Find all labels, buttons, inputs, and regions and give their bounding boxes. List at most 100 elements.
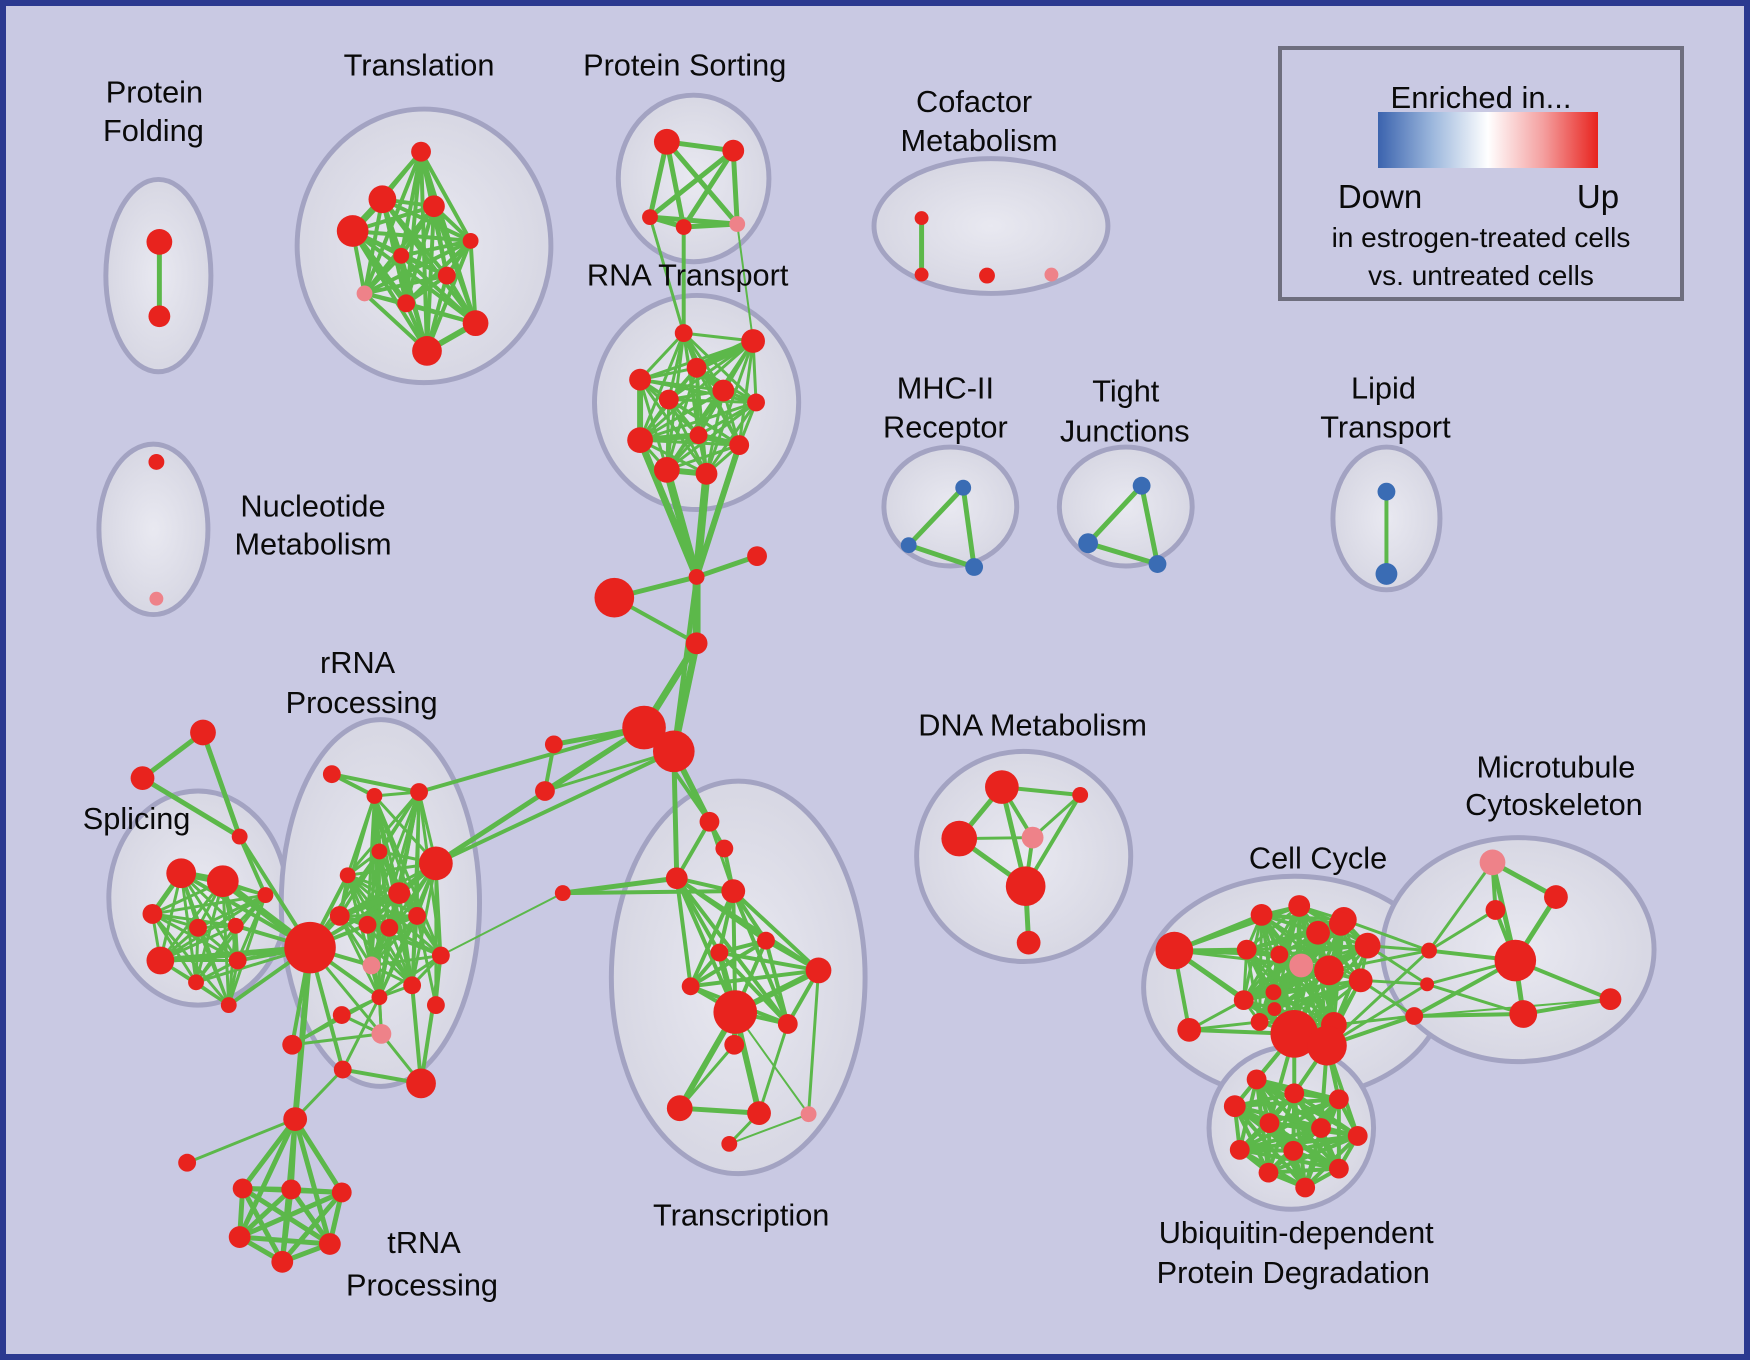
cluster-ellipse-nucleotide-metabolism bbox=[96, 441, 211, 618]
gene-set-node-TT4 bbox=[721, 879, 746, 904]
gene-set-node-PS4 bbox=[675, 219, 692, 235]
legend-down-label: Down bbox=[1337, 178, 1423, 215]
gene-set-node-TN1 bbox=[232, 1178, 253, 1199]
gene-set-node-CC13 bbox=[1265, 984, 1282, 1001]
cluster-label: Ubiquitin-dependent bbox=[1159, 1215, 1434, 1250]
gene-set-node-U7 bbox=[1347, 1126, 1368, 1146]
gene-set-node-X3 bbox=[1405, 1007, 1424, 1025]
edge bbox=[194, 879, 225, 984]
gene-set-node-S1 bbox=[166, 858, 197, 889]
gene-set-node-PS3 bbox=[642, 209, 658, 226]
gene-set-node-CC8 bbox=[1270, 945, 1289, 964]
gene-set-node-R15 bbox=[371, 989, 388, 1006]
legend-title: Enriched in... bbox=[1390, 80, 1572, 115]
edge bbox=[717, 950, 790, 1026]
edge bbox=[292, 1116, 333, 1247]
edge bbox=[140, 775, 243, 840]
gene-set-node-R21 bbox=[371, 1023, 392, 1044]
cluster-label: Folding bbox=[103, 113, 204, 148]
edge bbox=[730, 148, 740, 227]
edge bbox=[1427, 908, 1497, 953]
cluster-label: MHC-II bbox=[897, 371, 994, 406]
gene-set-node-S10 bbox=[220, 997, 237, 1014]
gene-set-node-H1 bbox=[622, 705, 666, 750]
gene-set-node-H2 bbox=[652, 730, 695, 773]
edge bbox=[807, 968, 820, 1116]
gene-set-node-R9 bbox=[358, 915, 377, 934]
gene-set-node-R19 bbox=[406, 1068, 436, 1099]
gene-set-node-CF4 bbox=[1044, 267, 1059, 282]
edge bbox=[1085, 540, 1160, 567]
gene-set-node-MH2 bbox=[900, 537, 917, 554]
gene-set-node-X1 bbox=[1421, 942, 1437, 959]
edge bbox=[292, 1116, 345, 1195]
gene-set-node-TT13 bbox=[800, 1106, 817, 1123]
gene-set-node-U8 bbox=[1229, 1139, 1250, 1160]
cluster-label: Nucleotide bbox=[240, 489, 385, 524]
gene-set-node-N2 bbox=[149, 591, 164, 606]
edge bbox=[1427, 860, 1494, 953]
edge bbox=[417, 725, 647, 794]
edge bbox=[341, 995, 381, 1072]
gene-set-node-CF3 bbox=[979, 267, 995, 284]
edge bbox=[1139, 483, 1160, 567]
gene-set-node-TT11 bbox=[666, 1095, 693, 1122]
legend-caption-line1: in estrogen-treated cells bbox=[1331, 222, 1631, 253]
gene-set-node-PS2 bbox=[722, 139, 745, 162]
gene-set-node-TN6 bbox=[271, 1250, 294, 1273]
cluster-label: RNA Transport bbox=[587, 258, 789, 293]
gene-set-node-BL bbox=[594, 577, 635, 618]
gene-set-node-T9 bbox=[397, 294, 416, 313]
gene-set-node-R8 bbox=[329, 905, 350, 926]
cluster-label: tRNA bbox=[387, 1225, 461, 1260]
cluster-label: Protein bbox=[106, 74, 203, 109]
gene-set-node-PF2 bbox=[148, 305, 171, 328]
gene-set-node-R7 bbox=[388, 882, 411, 905]
gene-set-node-D6 bbox=[1016, 930, 1041, 955]
gene-set-node-RT7 bbox=[747, 393, 765, 412]
edge bbox=[1245, 904, 1301, 952]
cluster-ellipse-cofactor-metabolism bbox=[871, 156, 1111, 296]
cluster-label: Metabolism bbox=[234, 526, 391, 561]
edge bbox=[638, 400, 758, 442]
gene-set-node-TT10 bbox=[724, 1034, 745, 1055]
edge bbox=[1172, 904, 1302, 953]
edge bbox=[362, 238, 473, 296]
edge bbox=[410, 861, 438, 987]
edge bbox=[688, 889, 736, 989]
gene-set-node-L1 bbox=[1377, 482, 1396, 501]
edge bbox=[674, 876, 693, 989]
gene-set-node-SL2 bbox=[535, 781, 555, 801]
gene-set-node-N1 bbox=[148, 454, 165, 470]
gene-set-node-R6 bbox=[339, 867, 356, 884]
gene-set-node-U12 bbox=[1295, 1177, 1316, 1198]
edge bbox=[763, 938, 790, 1026]
gene-set-node-T4 bbox=[423, 195, 445, 218]
gene-set-node-CC2 bbox=[1288, 895, 1311, 917]
edge bbox=[1266, 1133, 1360, 1175]
edge bbox=[906, 485, 966, 548]
edge bbox=[960, 485, 977, 570]
edge bbox=[681, 148, 736, 230]
edge bbox=[736, 223, 755, 343]
gene-set-node-TJ2 bbox=[1078, 533, 1099, 554]
gene-set-node-MT3 bbox=[1485, 900, 1506, 920]
gene-set-node-R12 bbox=[362, 956, 381, 975]
edge bbox=[468, 238, 478, 326]
gene-set-node-S3 bbox=[142, 904, 163, 924]
gene-set-node-R11 bbox=[408, 906, 426, 925]
cluster-label: Cytoskeleton bbox=[1465, 787, 1643, 822]
gene-set-node-T10 bbox=[462, 310, 489, 337]
edge bbox=[737, 339, 755, 447]
gene-set-node-R1 bbox=[322, 765, 341, 784]
gene-set-node-RT3 bbox=[686, 357, 707, 378]
gene-set-node-TT6 bbox=[710, 943, 729, 962]
edge bbox=[705, 400, 758, 476]
gene-set-node-R4 bbox=[371, 843, 388, 860]
gene-set-node-RJ2 bbox=[747, 546, 767, 567]
gene-set-node-TR3 bbox=[231, 828, 248, 845]
edge bbox=[638, 331, 686, 442]
edge bbox=[240, 1116, 298, 1191]
edge bbox=[1342, 918, 1431, 953]
cluster-label: Junctions bbox=[1060, 413, 1190, 448]
